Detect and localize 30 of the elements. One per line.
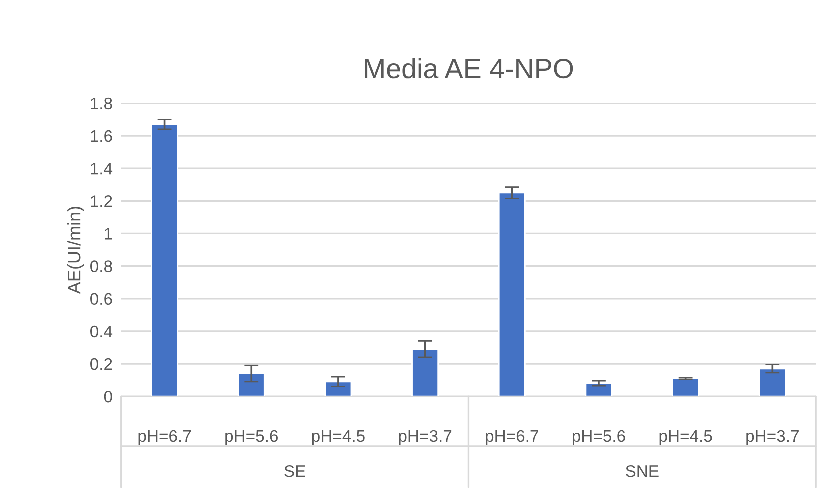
text: SNE (626, 465, 659, 478)
bar (672, 378, 700, 397)
bar (324, 381, 352, 397)
y-tick-label: 0.4 (90, 326, 113, 338)
bar (151, 124, 179, 397)
y-axis-title: AE(UI/min) (67, 206, 84, 294)
x-tick-label: pH=3.7 (746, 430, 799, 446)
x-tick-label: pH=4.5 (312, 430, 365, 446)
bar (238, 373, 266, 397)
chart-title: Media AE 4-NPO (365, 58, 574, 79)
bar (585, 382, 613, 397)
y-tick-label: 1 (105, 228, 112, 240)
bar (758, 368, 786, 397)
x-tick-label: pH=6.7 (138, 430, 192, 446)
y-tick-label: 1.4 (91, 163, 113, 175)
y-tick-label: 0.6 (90, 293, 112, 306)
x-tick-label: pH=3.7 (399, 430, 452, 446)
x-tick-label: pH=5.6 (572, 430, 626, 446)
y-tick-label: 0.8 (90, 260, 112, 272)
y-tick-label: 1.2 (91, 196, 112, 208)
x-tick-label: pH=6.7 (486, 430, 538, 446)
text: SE (284, 465, 306, 478)
x-tick-label: pH=5.6 (226, 430, 278, 446)
bar (412, 348, 440, 397)
y-tick-label: 0.2 (90, 358, 112, 370)
y-tick-label: 0 (104, 390, 112, 403)
y-tick-label: 1.8 (91, 98, 112, 110)
x-tick-label: pH=4.5 (660, 430, 712, 446)
bar (498, 192, 526, 397)
y-tick-label: 1.6 (91, 130, 112, 142)
